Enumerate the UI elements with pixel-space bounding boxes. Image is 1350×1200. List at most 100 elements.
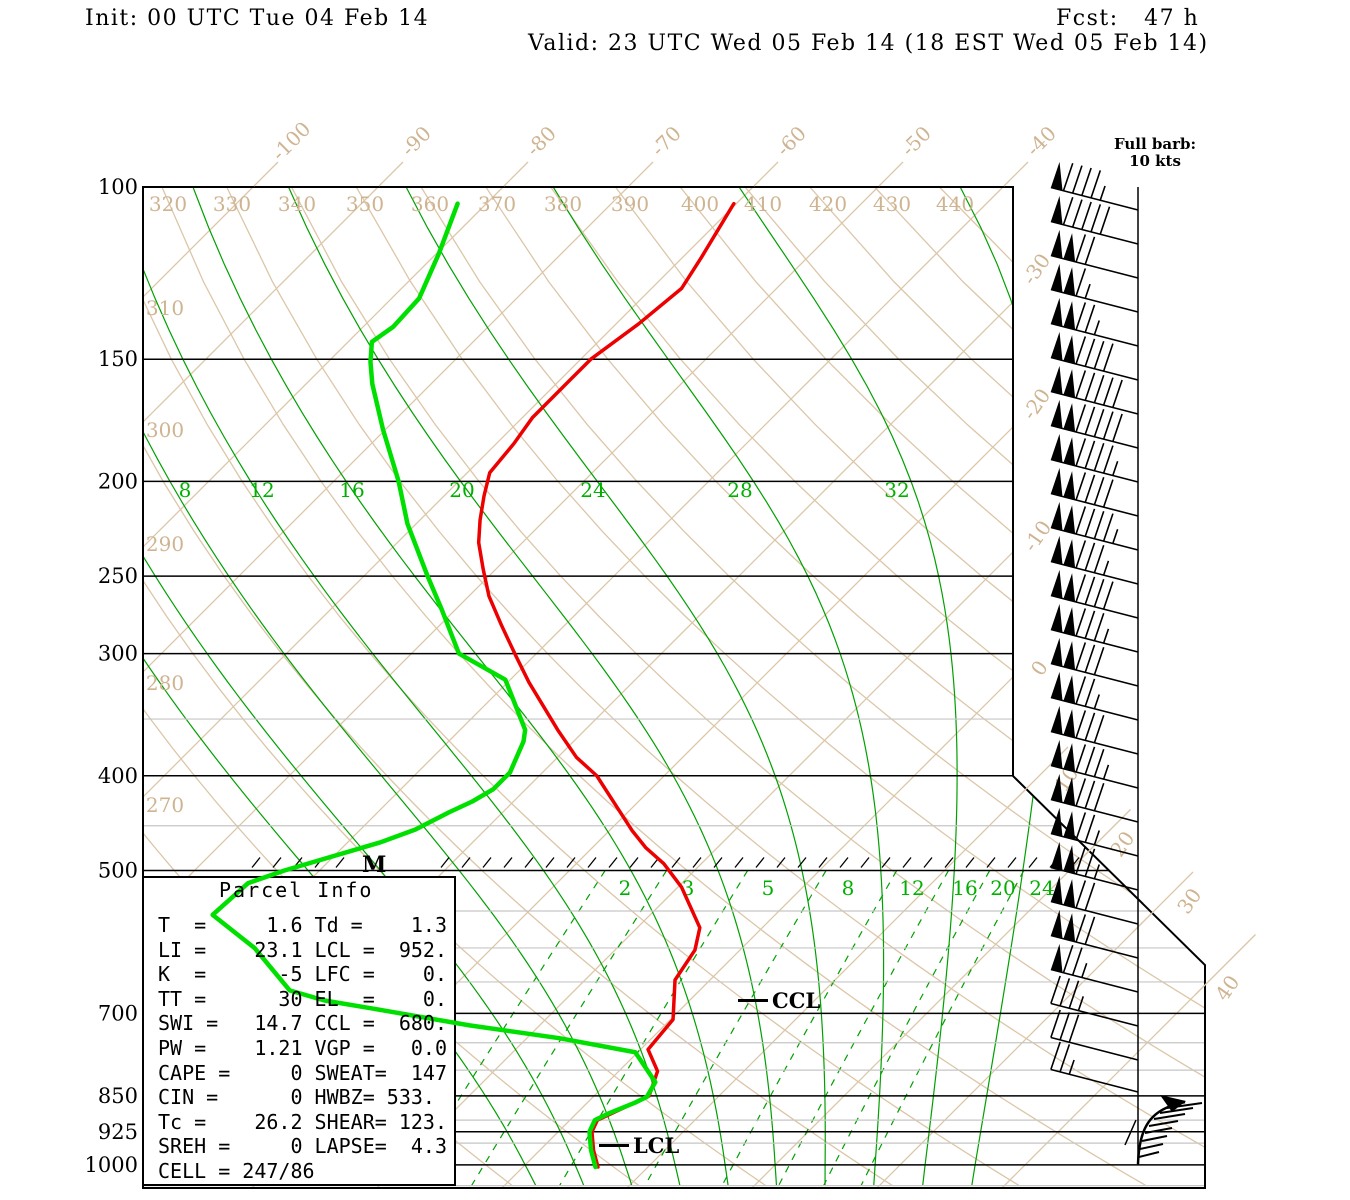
pressure-tick-label: 850: [98, 1084, 138, 1108]
mixing-ratio-label: 2: [619, 876, 632, 900]
moist-adiabat-label: 8: [179, 478, 192, 502]
pressure-tick-label: 300: [98, 642, 138, 666]
wind-barb: [1050, 161, 1139, 211]
dry-adiabat-label: 270: [146, 793, 184, 817]
wind-barb: [1050, 807, 1139, 857]
dry-adiabat-label: 360: [411, 192, 449, 216]
isotherm-right-label: 20: [1105, 827, 1139, 862]
wind-barb: [1050, 1041, 1139, 1093]
dry-adiabat-label: 310: [146, 296, 184, 320]
wind-barb: [1050, 943, 1139, 993]
ccl-tick-line: [738, 999, 768, 1002]
wind-barb: [1050, 909, 1139, 959]
lcl-marker-label: LCL: [633, 1133, 680, 1158]
dry-adiabat-label: 330: [213, 192, 251, 216]
wind-barb: [1050, 603, 1139, 653]
mixing-ratio-label: 5: [762, 876, 775, 900]
dry-adiabat-label: 380: [544, 192, 582, 216]
dry-adiabat-label: 340: [278, 192, 316, 216]
parcel-info-box-text: T = 1.6 Td = 1.3 LI = 23.1 LCL = 952. K = …: [158, 913, 447, 1184]
wind-barb: [1050, 705, 1139, 755]
pressure-tick-label: 100: [98, 175, 138, 199]
pressure-tick-label: 925: [98, 1120, 138, 1144]
isotherm-top-label: -70: [646, 121, 686, 161]
wind-barb: [1050, 229, 1139, 279]
wind-barbs-group: [1050, 161, 1139, 1165]
isotherm-top-label: -60: [771, 121, 811, 161]
isotherm-top-label: -90: [396, 121, 436, 161]
moist-adiabat-label: 20: [449, 478, 474, 502]
dry-adiabat-label: 440: [936, 192, 974, 216]
isotherm-top-label: -100: [267, 117, 316, 166]
dry-adiabat-label: 400: [681, 192, 719, 216]
ccl-marker-label: CCL: [772, 988, 821, 1013]
wind-barb: [1050, 569, 1139, 619]
mixing-ratio-label: 20: [990, 876, 1015, 900]
parcel-info-line: Tc = 26.2 SHEAR= 123.: [158, 1109, 447, 1134]
pressure-tick-label: 700: [98, 1001, 138, 1025]
wind-barb: [1050, 739, 1139, 789]
wind-barb: [1050, 195, 1139, 245]
wind-barb: [1050, 467, 1139, 517]
init-time-label: Init: 00 UTC Tue 04 Feb 14: [85, 6, 430, 31]
dry-adiabat-label: 370: [478, 192, 516, 216]
isotherm-right-label: 0: [1026, 656, 1053, 680]
parcel-info-line: TT = 30 EL = 0.: [158, 986, 447, 1011]
wind-barb-legend-line1: Full barb:: [1113, 135, 1197, 153]
wind-barb-legend: Full barb: 10 kts: [1095, 136, 1215, 170]
dry-adiabat-label: 350: [346, 192, 384, 216]
pressure-tick-label: 400: [98, 764, 138, 788]
parcel-info-line: CIN = 0 HWBZ= 533.: [158, 1085, 435, 1110]
mixing-ratio-label: 16: [952, 876, 977, 900]
pressure-axis-labels: 100 150 200 250 300 400 500 700 850 925 1000: [85, 175, 138, 1177]
surface-wind-curl: [1124, 1095, 1203, 1165]
theta-labels: 320 330 340 350 360 370 380 390 400 410 420 430 440 3…: [146, 192, 974, 817]
wind-barb: [1050, 1009, 1139, 1061]
parcel-info-line: T = 1.6 Td = 1.3: [158, 913, 447, 937]
wind-barb: [1050, 263, 1139, 313]
wind-barb: [1050, 773, 1139, 823]
moist-adiabat-label: 16: [339, 478, 364, 502]
pressure-tick-label: 200: [98, 469, 138, 493]
parcel-info-line: K = -5 LFC = 0.: [158, 962, 447, 987]
wind-barb: [1050, 501, 1139, 551]
parcel-info-box: [142, 876, 456, 1186]
dry-adiabat-label: 320: [149, 192, 187, 216]
wind-barb: [1050, 331, 1139, 381]
isotherm-right-label: -10: [1018, 516, 1056, 556]
moist-adiabat-label: 32: [884, 478, 909, 502]
wind-barb: [1050, 671, 1139, 721]
dry-adiabat-label: 300: [146, 418, 184, 442]
wind-barb: [1050, 433, 1139, 483]
lcl-marker: LCL: [599, 1133, 679, 1158]
isotherm-top-label: -40: [1021, 121, 1061, 161]
plot-frame: [142, 186, 1206, 1189]
mixing-ratio-label: 8: [842, 876, 855, 900]
max-wind-marker: M: [362, 852, 387, 878]
isotherm-right-label: -30: [1017, 249, 1055, 289]
temperature-curve: [476, 201, 736, 1169]
parcel-info-line: CELL = 247/86: [158, 1158, 315, 1183]
parcel-info-line: LI = 23.1 LCL = 952.: [158, 937, 447, 962]
wind-barb: [1050, 297, 1139, 347]
wind-barb: [1050, 875, 1139, 925]
isotherm-right-label: -20: [1017, 384, 1055, 424]
valid-time-label: Valid: 23 UTC Wed 05 Feb 14 (18 EST Wed …: [528, 31, 1209, 56]
moist-adiabat-label: 12: [249, 478, 274, 502]
isotherm-top-label: -80: [521, 121, 561, 161]
wind-barb: [1050, 637, 1139, 687]
moist-adiabat-label: 28: [727, 478, 752, 502]
pressure-tick-label: 150: [98, 347, 138, 371]
isotherm-labels-top: -100 -90 -80 -70 -60 -50 -40: [253, 117, 1061, 187]
wind-barb: [1050, 841, 1139, 891]
hash-marks-500mb: [251, 857, 1080, 868]
moist-adiabat-label: 24: [580, 478, 605, 502]
dry-adiabat-label: 420: [809, 192, 847, 216]
mixing-ratio-label: 12: [899, 876, 924, 900]
forecast-hour-label: Fcst: 47 h: [1056, 6, 1200, 31]
lcl-tick-line: [599, 1144, 629, 1147]
pressure-tick-label: 500: [98, 859, 138, 883]
isotherm-top-label: -50: [896, 121, 936, 161]
